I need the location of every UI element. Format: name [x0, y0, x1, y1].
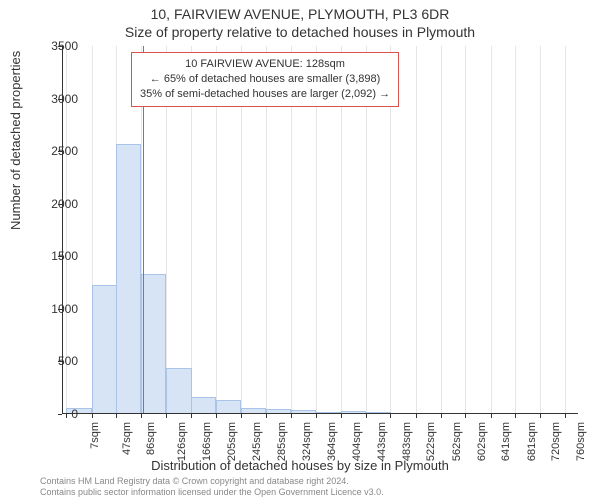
x-tick-mark — [216, 414, 217, 418]
gridline — [491, 46, 492, 414]
x-tick-label: 364sqm — [326, 422, 338, 461]
x-tick-label: 205sqm — [226, 422, 238, 461]
x-tick-mark — [491, 414, 492, 418]
x-tick-label: 720sqm — [550, 422, 562, 461]
x-tick-mark — [291, 414, 292, 418]
x-tick-mark — [366, 414, 367, 418]
x-tick-label: 86sqm — [145, 422, 157, 455]
x-tick-mark — [390, 414, 391, 418]
y-tick-label: 3000 — [38, 92, 78, 106]
y-axis-title: Number of detached properties — [8, 51, 23, 230]
x-tick-label: 483sqm — [401, 422, 413, 461]
x-tick-label: 324sqm — [301, 422, 313, 461]
x-tick-mark — [92, 414, 93, 418]
x-tick-label: 47sqm — [121, 422, 133, 455]
gridline — [515, 46, 516, 414]
y-tick-label: 2000 — [38, 197, 78, 211]
histogram-bar — [92, 285, 117, 414]
x-tick-label: 602sqm — [476, 422, 488, 461]
histogram-bar — [116, 144, 141, 414]
annotation-line: 35% of semi-detached houses are larger (… — [140, 87, 390, 102]
y-tick-label: 0 — [38, 407, 78, 421]
x-tick-label: 245sqm — [251, 422, 263, 461]
histogram-bar — [191, 397, 216, 414]
annotation-box: 10 FAIRVIEW AVENUE: 128sqm← 65% of detac… — [131, 52, 399, 107]
title-line-1: 10, FAIRVIEW AVENUE, PLYMOUTH, PL3 6DR — [0, 0, 600, 22]
y-tick-label: 500 — [38, 354, 78, 368]
x-tick-label: 760sqm — [575, 422, 587, 461]
title-line-2: Size of property relative to detached ho… — [0, 22, 600, 40]
x-tick-mark — [341, 414, 342, 418]
x-tick-mark — [316, 414, 317, 418]
x-tick-mark — [166, 414, 167, 418]
histogram-bar — [216, 400, 241, 414]
histogram-bar — [141, 274, 166, 414]
x-tick-mark — [416, 414, 417, 418]
x-tick-label: 562sqm — [451, 422, 463, 461]
plot-area: 10 FAIRVIEW AVENUE: 128sqm← 65% of detac… — [62, 46, 578, 414]
x-tick-label: 443sqm — [376, 422, 388, 461]
gridline — [465, 46, 466, 414]
y-tick-label: 2500 — [38, 144, 78, 158]
x-tick-mark — [565, 414, 566, 418]
x-tick-mark — [241, 414, 242, 418]
footer-line-2: Contains public sector information licen… — [40, 487, 384, 498]
x-tick-mark — [191, 414, 192, 418]
x-tick-label: 641sqm — [501, 422, 513, 461]
y-tick-label: 1000 — [38, 302, 78, 316]
x-tick-label: 404sqm — [351, 422, 363, 461]
annotation-line: ← 65% of detached houses are smaller (3,… — [140, 72, 390, 87]
gridline — [540, 46, 541, 414]
x-tick-mark — [465, 414, 466, 418]
x-tick-label: 681sqm — [526, 422, 538, 461]
gridline — [416, 46, 417, 414]
x-tick-label: 126sqm — [176, 422, 188, 461]
x-tick-mark — [266, 414, 267, 418]
x-tick-mark — [441, 414, 442, 418]
x-tick-mark — [540, 414, 541, 418]
y-tick-label: 3500 — [38, 39, 78, 53]
annotation-line: 10 FAIRVIEW AVENUE: 128sqm — [140, 57, 390, 72]
histogram-bar — [166, 368, 191, 414]
chart-container: 10, FAIRVIEW AVENUE, PLYMOUTH, PL3 6DR S… — [0, 0, 600, 500]
x-tick-mark — [515, 414, 516, 418]
x-tick-mark — [116, 414, 117, 418]
footer-line-1: Contains HM Land Registry data © Crown c… — [40, 476, 384, 487]
x-tick-label: 285sqm — [276, 422, 288, 461]
gridline — [565, 46, 566, 414]
x-tick-label: 166sqm — [202, 422, 214, 461]
gridline — [441, 46, 442, 414]
x-axis-line — [62, 413, 578, 414]
y-tick-label: 1500 — [38, 249, 78, 263]
footer-attribution: Contains HM Land Registry data © Crown c… — [40, 476, 384, 498]
x-tick-label: 7sqm — [89, 422, 101, 449]
x-tick-mark — [141, 414, 142, 418]
x-tick-label: 522sqm — [426, 422, 438, 461]
